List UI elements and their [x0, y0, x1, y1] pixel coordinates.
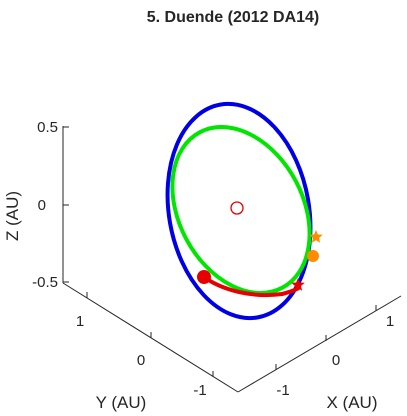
z-tick-label: 0 [38, 197, 46, 214]
x-tick-label: 1 [386, 313, 394, 330]
body-marker-1 [197, 270, 211, 284]
plot-marks [145, 92, 337, 329]
y-tick-label: 1 [76, 313, 84, 330]
x-axis-line [238, 296, 401, 392]
y-tick-label: 0 [137, 352, 145, 369]
axes [63, 126, 401, 392]
y-tick-label: -1 [193, 382, 206, 399]
orbit-line-2 [145, 103, 337, 317]
body-marker-2 [307, 250, 319, 262]
x-tick-label: 0 [332, 352, 340, 369]
tick-labels: 0.5 0 -0.5 1 0 -1 -1 0 1 [32, 119, 394, 399]
chart-title: 5. Duende (2012 DA14) [147, 9, 320, 26]
x-tick-label: -1 [276, 382, 289, 399]
x-axis-label: X (AU) [327, 393, 378, 412]
z-tick-label: -0.5 [32, 274, 58, 291]
sun-marker [231, 202, 243, 214]
y-axis-label: Y (AU) [96, 393, 147, 412]
z-axis-label: Z (AU) [3, 191, 22, 241]
z-tick-label: 0.5 [37, 119, 58, 136]
